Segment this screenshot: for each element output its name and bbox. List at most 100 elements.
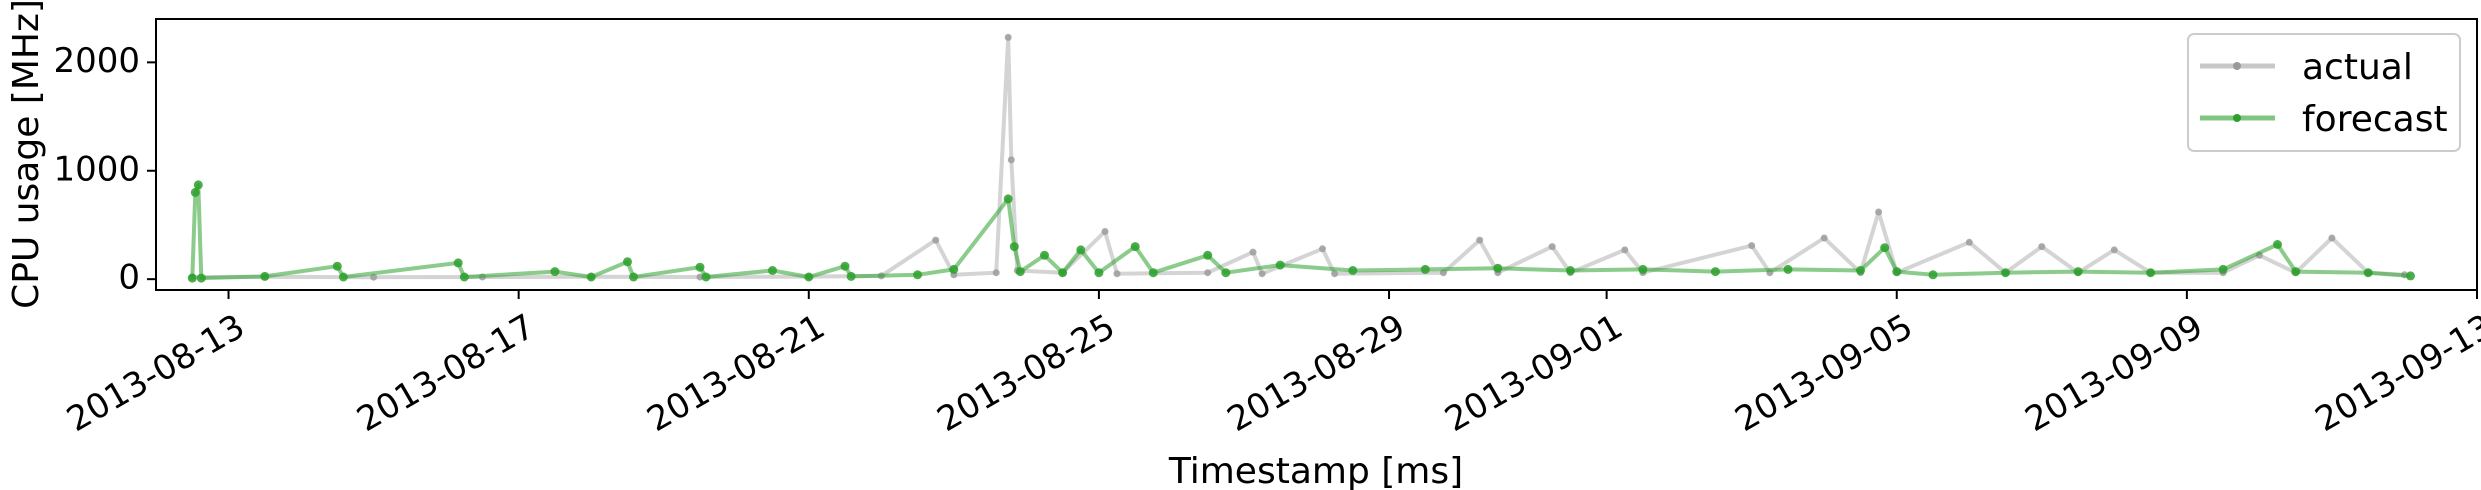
data-point-forecast-9	[550, 267, 560, 277]
data-point-forecast-40	[1856, 266, 1865, 275]
y-tick-label-0: 0	[118, 258, 140, 298]
x-tick-label-2013-08-21: 2013-08-21	[641, 307, 832, 440]
data-point-forecast-7	[453, 258, 463, 268]
x-tick-label-2013-09-09: 2013-09-09	[2019, 307, 2210, 440]
data-point-actual-23	[1476, 236, 1484, 244]
x-tick-label-2013-08-29: 2013-08-29	[1221, 307, 1412, 440]
data-point-forecast-29	[1148, 268, 1158, 278]
legend-marker-forecast	[2233, 114, 2241, 122]
series-actual	[188, 33, 2408, 281]
data-point-actual-12	[1007, 156, 1015, 164]
axes-frame	[155, 18, 2478, 291]
data-point-forecast-25	[1058, 268, 1068, 278]
data-point-forecast-36	[1565, 266, 1575, 275]
x-tick-label-2013-08-17: 2013-08-17	[350, 307, 541, 440]
data-point-actual-27	[1621, 246, 1629, 254]
data-point-forecast-43	[1928, 270, 1938, 280]
data-point-forecast-3	[196, 273, 206, 283]
data-point-forecast-23	[1015, 267, 1025, 277]
data-point-actual-15	[1101, 228, 1109, 235]
x-tick-label-2013-08-25: 2013-08-25	[931, 307, 1122, 440]
data-point-forecast-6	[338, 272, 348, 282]
data-point-actual-11	[1004, 33, 1012, 41]
data-point-forecast-8	[459, 272, 469, 282]
data-point-forecast-13	[695, 262, 705, 272]
data-point-forecast-30	[1203, 250, 1213, 260]
x-tick-label-2013-08-13: 2013-08-13	[60, 307, 251, 440]
data-point-actual-5	[696, 273, 704, 281]
data-point-forecast-39	[1783, 264, 1793, 274]
x-tick-label-2013-09-05: 2013-09-05	[1729, 307, 1920, 440]
data-point-forecast-41	[1880, 243, 1890, 253]
series-line-actual	[192, 35, 2405, 280]
data-point-forecast-18	[846, 271, 856, 281]
data-point-actual-31	[1820, 234, 1828, 242]
y-tick-label-1000: 1000	[53, 149, 140, 189]
data-point-forecast-28	[1130, 242, 1140, 252]
data-point-actual-37	[2038, 243, 2046, 251]
data-point-actual-33	[1875, 208, 1883, 216]
data-point-actual-35	[1965, 238, 1973, 246]
data-point-forecast-31	[1221, 268, 1231, 278]
data-point-forecast-17	[840, 261, 850, 271]
data-point-actual-25	[1548, 243, 1556, 251]
data-point-forecast-15	[768, 266, 777, 275]
data-point-forecast-33	[1348, 266, 1358, 275]
data-point-forecast-5	[332, 261, 342, 271]
data-point-actual-20	[1319, 245, 1326, 253]
data-point-forecast-26	[1076, 245, 1086, 255]
data-point-forecast-32	[1275, 260, 1285, 270]
data-point-forecast-37	[1638, 264, 1648, 274]
data-point-forecast-0	[187, 273, 197, 283]
data-point-forecast-42	[1892, 267, 1902, 277]
series-line-forecast	[190, 182, 2411, 281]
legend-box	[2187, 33, 2461, 152]
y-axis-label: CPU usage [MHz]	[6, 0, 47, 309]
x-tick-label-2013-09-01: 2013-09-01	[1438, 307, 1629, 440]
data-point-actual-44	[2328, 234, 2336, 242]
data-point-actual-29	[1748, 242, 1756, 250]
data-point-actual-17	[1204, 269, 1212, 277]
plot-area	[187, 33, 2415, 283]
data-point-forecast-38	[1710, 267, 1720, 277]
data-point-actual-39	[2110, 246, 2118, 254]
data-point-actual-21	[1331, 270, 1339, 278]
data-point-forecast-44	[2001, 268, 2010, 278]
data-point-forecast-20	[949, 264, 959, 274]
y-tick-label-2000: 2000	[53, 41, 140, 81]
legend-marker-actual	[2233, 62, 2241, 70]
data-point-actual-18	[1249, 248, 1257, 256]
data-point-forecast-12	[629, 272, 638, 282]
data-point-forecast-46	[2146, 268, 2156, 278]
data-point-forecast-51	[2406, 271, 2415, 281]
data-point-actual-19	[1258, 270, 1266, 278]
data-point-forecast-47	[2218, 264, 2228, 274]
y-axis: 0 1000 2000	[53, 41, 156, 298]
legend-label-forecast: forecast	[2302, 99, 2448, 140]
legend-label-actual: actual	[2302, 47, 2413, 88]
x-tick-label-2013-09-13: 2013-09-13	[2309, 307, 2481, 440]
data-point-forecast-21	[1003, 194, 1013, 204]
data-point-forecast-35	[1493, 263, 1503, 273]
data-point-actual-8	[932, 236, 940, 244]
x-axis-label: Timestamp [ms]	[1168, 451, 1463, 490]
data-point-forecast-22	[1009, 242, 1019, 252]
data-point-forecast-27	[1094, 268, 1104, 278]
x-axis: 2013-08-13 2013-08-17 2013-08-21 2013-08-25…	[60, 290, 2481, 440]
data-point-actual-10	[992, 269, 1000, 277]
legend: actual forecast	[2187, 33, 2461, 152]
data-point-forecast-49	[2291, 267, 2301, 277]
data-point-forecast-2	[193, 180, 203, 190]
data-point-forecast-19	[913, 270, 923, 280]
data-point-actual-16	[1113, 270, 1121, 278]
data-point-forecast-24	[1040, 250, 1049, 260]
data-point-forecast-11	[623, 257, 632, 267]
data-point-forecast-16	[804, 272, 814, 282]
data-point-forecast-34	[1420, 264, 1430, 274]
data-point-forecast-1	[190, 187, 200, 197]
data-point-forecast-14	[701, 272, 711, 282]
data-point-forecast-50	[2363, 268, 2373, 278]
series-forecast	[187, 180, 2415, 283]
data-point-forecast-4	[260, 271, 270, 281]
